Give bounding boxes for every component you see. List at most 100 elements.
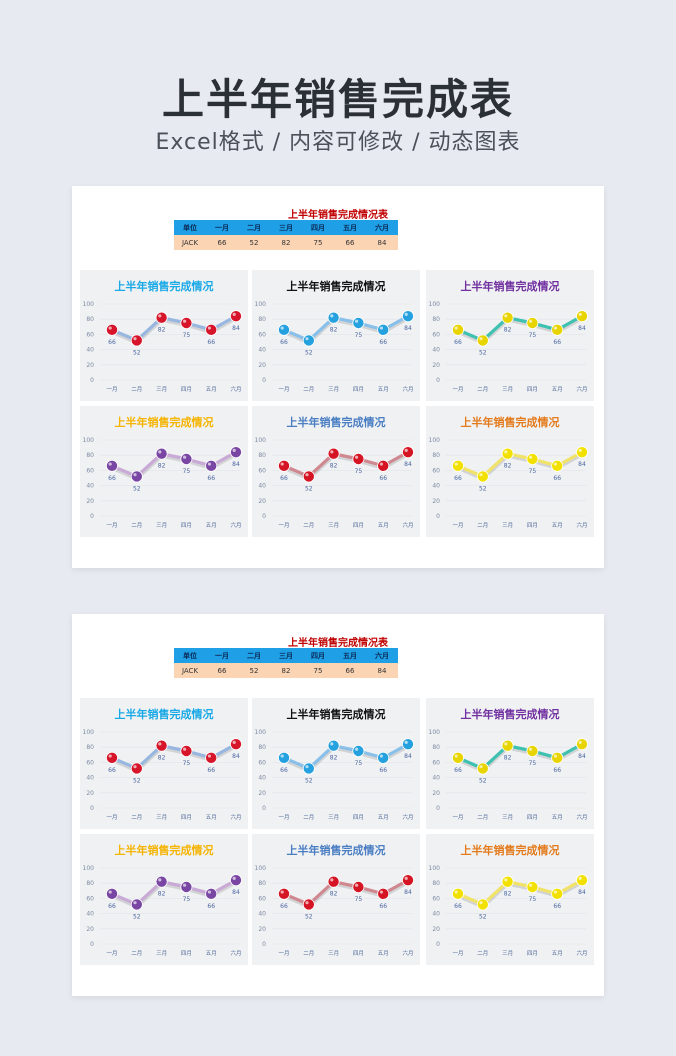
y-tick-label: 20 bbox=[258, 790, 266, 797]
y-tick-label: 20 bbox=[258, 362, 266, 369]
data-point-highlight bbox=[330, 450, 334, 454]
data-label: 75 bbox=[183, 332, 191, 339]
data-point-highlight bbox=[330, 742, 334, 746]
data-point bbox=[229, 738, 242, 751]
table-header-cell: 六月 bbox=[366, 648, 398, 663]
data-label: 52 bbox=[133, 913, 141, 920]
chart-plot: 0 20 40 60 80 100 一月 二月 三月 四月 五月 六月 66 52 82 75 66 84 bbox=[83, 301, 242, 393]
data-label: 66 bbox=[207, 903, 215, 910]
y-tick-label: 100 bbox=[83, 437, 95, 444]
data-label: 52 bbox=[305, 777, 313, 784]
x-tick-label: 一月 bbox=[452, 950, 463, 957]
data-point-highlight bbox=[504, 878, 508, 882]
data-point bbox=[155, 311, 168, 324]
data-label: 52 bbox=[133, 349, 141, 356]
table-cell: 84 bbox=[366, 663, 398, 678]
y-tick-label: 100 bbox=[83, 301, 95, 308]
data-point-highlight bbox=[553, 462, 557, 466]
data-label: 52 bbox=[133, 777, 141, 784]
x-tick-label: 六月 bbox=[230, 949, 241, 957]
x-tick-label: 六月 bbox=[230, 385, 241, 393]
data-point bbox=[205, 887, 218, 900]
data-point-highlight bbox=[355, 319, 359, 323]
data-point bbox=[155, 739, 168, 752]
data-point-highlight bbox=[578, 448, 582, 452]
data-label: 66 bbox=[280, 903, 288, 910]
data-point-highlight bbox=[207, 462, 211, 466]
y-tick-label: 100 bbox=[429, 729, 441, 736]
y-tick-label: 0 bbox=[436, 941, 440, 948]
table-cell: 66 bbox=[334, 235, 366, 250]
data-point-highlight bbox=[404, 312, 408, 316]
data-point-highlight bbox=[305, 901, 309, 905]
y-tick-label: 100 bbox=[255, 729, 267, 736]
table-cell: 82 bbox=[270, 235, 302, 250]
y-tick-label: 80 bbox=[432, 880, 440, 887]
data-point-highlight bbox=[280, 326, 284, 330]
data-label: 66 bbox=[207, 767, 215, 774]
y-tick-label: 20 bbox=[86, 362, 94, 369]
table-cell: 82 bbox=[270, 663, 302, 678]
line-chart: 上半年销售完成情况 0 20 40 60 80 100 一月 二月 三月 四月 五月 六月 66 52 82 7… bbox=[252, 270, 420, 401]
data-label: 75 bbox=[183, 896, 191, 903]
y-tick-label: 80 bbox=[258, 880, 266, 887]
x-tick-label: 一月 bbox=[452, 386, 463, 393]
data-point-highlight bbox=[578, 740, 582, 744]
data-point bbox=[575, 310, 588, 323]
data-point bbox=[501, 311, 514, 324]
data-point bbox=[105, 459, 118, 472]
data-point-highlight bbox=[133, 473, 137, 477]
data-point-highlight bbox=[504, 742, 508, 746]
data-point-highlight bbox=[529, 319, 533, 323]
line-chart: 上半年销售完成情况 0 20 40 60 80 100 一月 二月 三月 四月 五月 六月 66 52 82 7… bbox=[80, 698, 248, 829]
x-tick-label: 四月 bbox=[181, 386, 192, 393]
x-tick-label: 一月 bbox=[106, 386, 117, 393]
data-point bbox=[105, 887, 118, 900]
data-point-highlight bbox=[553, 890, 557, 894]
y-tick-label: 0 bbox=[262, 377, 266, 384]
x-tick-label: 四月 bbox=[527, 814, 538, 821]
line-chart: 上半年销售完成情况 0 20 40 60 80 100 一月 二月 三月 四月 五月 六月 66 52 82 7… bbox=[80, 406, 248, 537]
y-tick-label: 40 bbox=[86, 347, 94, 354]
chart-title: 上半年销售完成情况 bbox=[286, 280, 386, 293]
data-point-highlight bbox=[207, 890, 211, 894]
data-point bbox=[575, 738, 588, 751]
x-tick-label: 三月 bbox=[328, 814, 339, 821]
x-tick-label: 六月 bbox=[576, 385, 587, 393]
data-point bbox=[377, 323, 390, 336]
data-label: 75 bbox=[355, 468, 363, 475]
y-tick-label: 0 bbox=[262, 513, 266, 520]
data-point bbox=[451, 887, 464, 900]
y-tick-label: 0 bbox=[436, 513, 440, 520]
data-point bbox=[277, 887, 290, 900]
chart-title: 上半年销售完成情况 bbox=[460, 844, 560, 857]
data-point-highlight bbox=[454, 462, 458, 466]
x-tick-label: 一月 bbox=[278, 386, 289, 393]
data-label: 66 bbox=[280, 767, 288, 774]
data-point bbox=[180, 881, 193, 894]
data-label: 75 bbox=[529, 468, 537, 475]
x-tick-label: 三月 bbox=[502, 950, 513, 957]
page-title: 上半年销售完成表 bbox=[161, 75, 514, 124]
data-point bbox=[130, 762, 143, 775]
data-point-highlight bbox=[305, 337, 309, 341]
data-point bbox=[229, 310, 242, 323]
data-point bbox=[302, 334, 315, 347]
y-tick-label: 40 bbox=[258, 775, 266, 782]
data-point-highlight bbox=[232, 876, 236, 880]
data-point-highlight bbox=[404, 876, 408, 880]
y-tick-label: 80 bbox=[258, 316, 266, 323]
data-point-highlight bbox=[355, 883, 359, 887]
data-point bbox=[476, 334, 489, 347]
y-tick-label: 0 bbox=[90, 377, 94, 384]
data-point-highlight bbox=[183, 319, 187, 323]
x-tick-label: 二月 bbox=[303, 386, 314, 393]
data-point-highlight bbox=[280, 890, 284, 894]
y-tick-label: 0 bbox=[262, 805, 266, 812]
data-label: 84 bbox=[578, 325, 586, 332]
x-tick-label: 四月 bbox=[353, 522, 364, 529]
data-point-highlight bbox=[158, 878, 162, 882]
data-label: 84 bbox=[404, 461, 412, 468]
data-point-highlight bbox=[183, 455, 187, 459]
chart-plot: 0 20 40 60 80 100 一月 二月 三月 四月 五月 六月 66 52 82 75 66 84 bbox=[429, 729, 588, 821]
